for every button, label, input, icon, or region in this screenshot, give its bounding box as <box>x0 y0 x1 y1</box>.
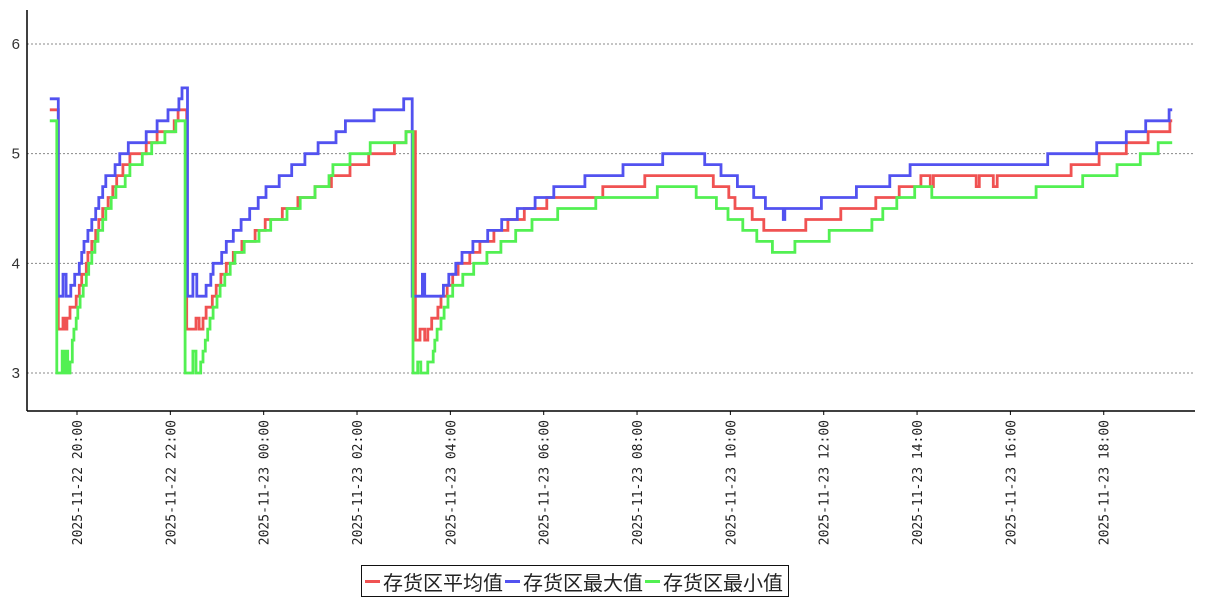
legend-label-min: 存货区最小值 <box>663 570 783 595</box>
x-tick-label: 2025-11-23 14:00 <box>911 420 926 545</box>
legend-item-max[interactable]: 存货区最大值 <box>505 567 643 596</box>
y-tick-label: 5 <box>12 146 20 163</box>
series-line-0 <box>49 108 1173 342</box>
x-tick-label: 2025-11-23 06:00 <box>538 420 553 545</box>
series-line-2 <box>49 119 1173 375</box>
legend-swatch-max <box>505 579 520 583</box>
x-tick-label: 2025-11-23 08:00 <box>631 420 646 545</box>
x-tick-label: 2025-11-22 22:00 <box>164 420 179 545</box>
legend: 存货区平均值 存货区最大值 存货区最小值 <box>361 565 789 597</box>
x-tick-label: 2025-11-23 10:00 <box>724 420 739 545</box>
x-tick-label: 2025-11-22 20:00 <box>71 420 86 545</box>
x-tick-label: 2025-11-23 12:00 <box>818 420 833 545</box>
y-tick-label: 4 <box>12 255 20 272</box>
legend-item-average[interactable]: 存货区平均值 <box>365 567 503 596</box>
y-tick-label: 3 <box>12 365 20 382</box>
legend-swatch-min <box>645 579 660 583</box>
legend-swatch-average <box>365 579 380 583</box>
legend-label-max: 存货区最大值 <box>523 570 643 595</box>
x-tick-label: 2025-11-23 04:00 <box>444 420 459 545</box>
series-line-1 <box>49 86 1173 298</box>
x-tick-label: 2025-11-23 02:00 <box>351 420 366 545</box>
y-tick-label: 6 <box>12 36 20 53</box>
legend-label-average: 存货区平均值 <box>383 570 503 595</box>
x-tick-label: 2025-11-23 16:00 <box>1004 420 1019 545</box>
x-tick-label: 2025-11-23 00:00 <box>258 420 273 545</box>
x-tick-label: 2025-11-23 18:00 <box>1098 420 1113 545</box>
legend-item-min[interactable]: 存货区最小值 <box>645 567 783 596</box>
